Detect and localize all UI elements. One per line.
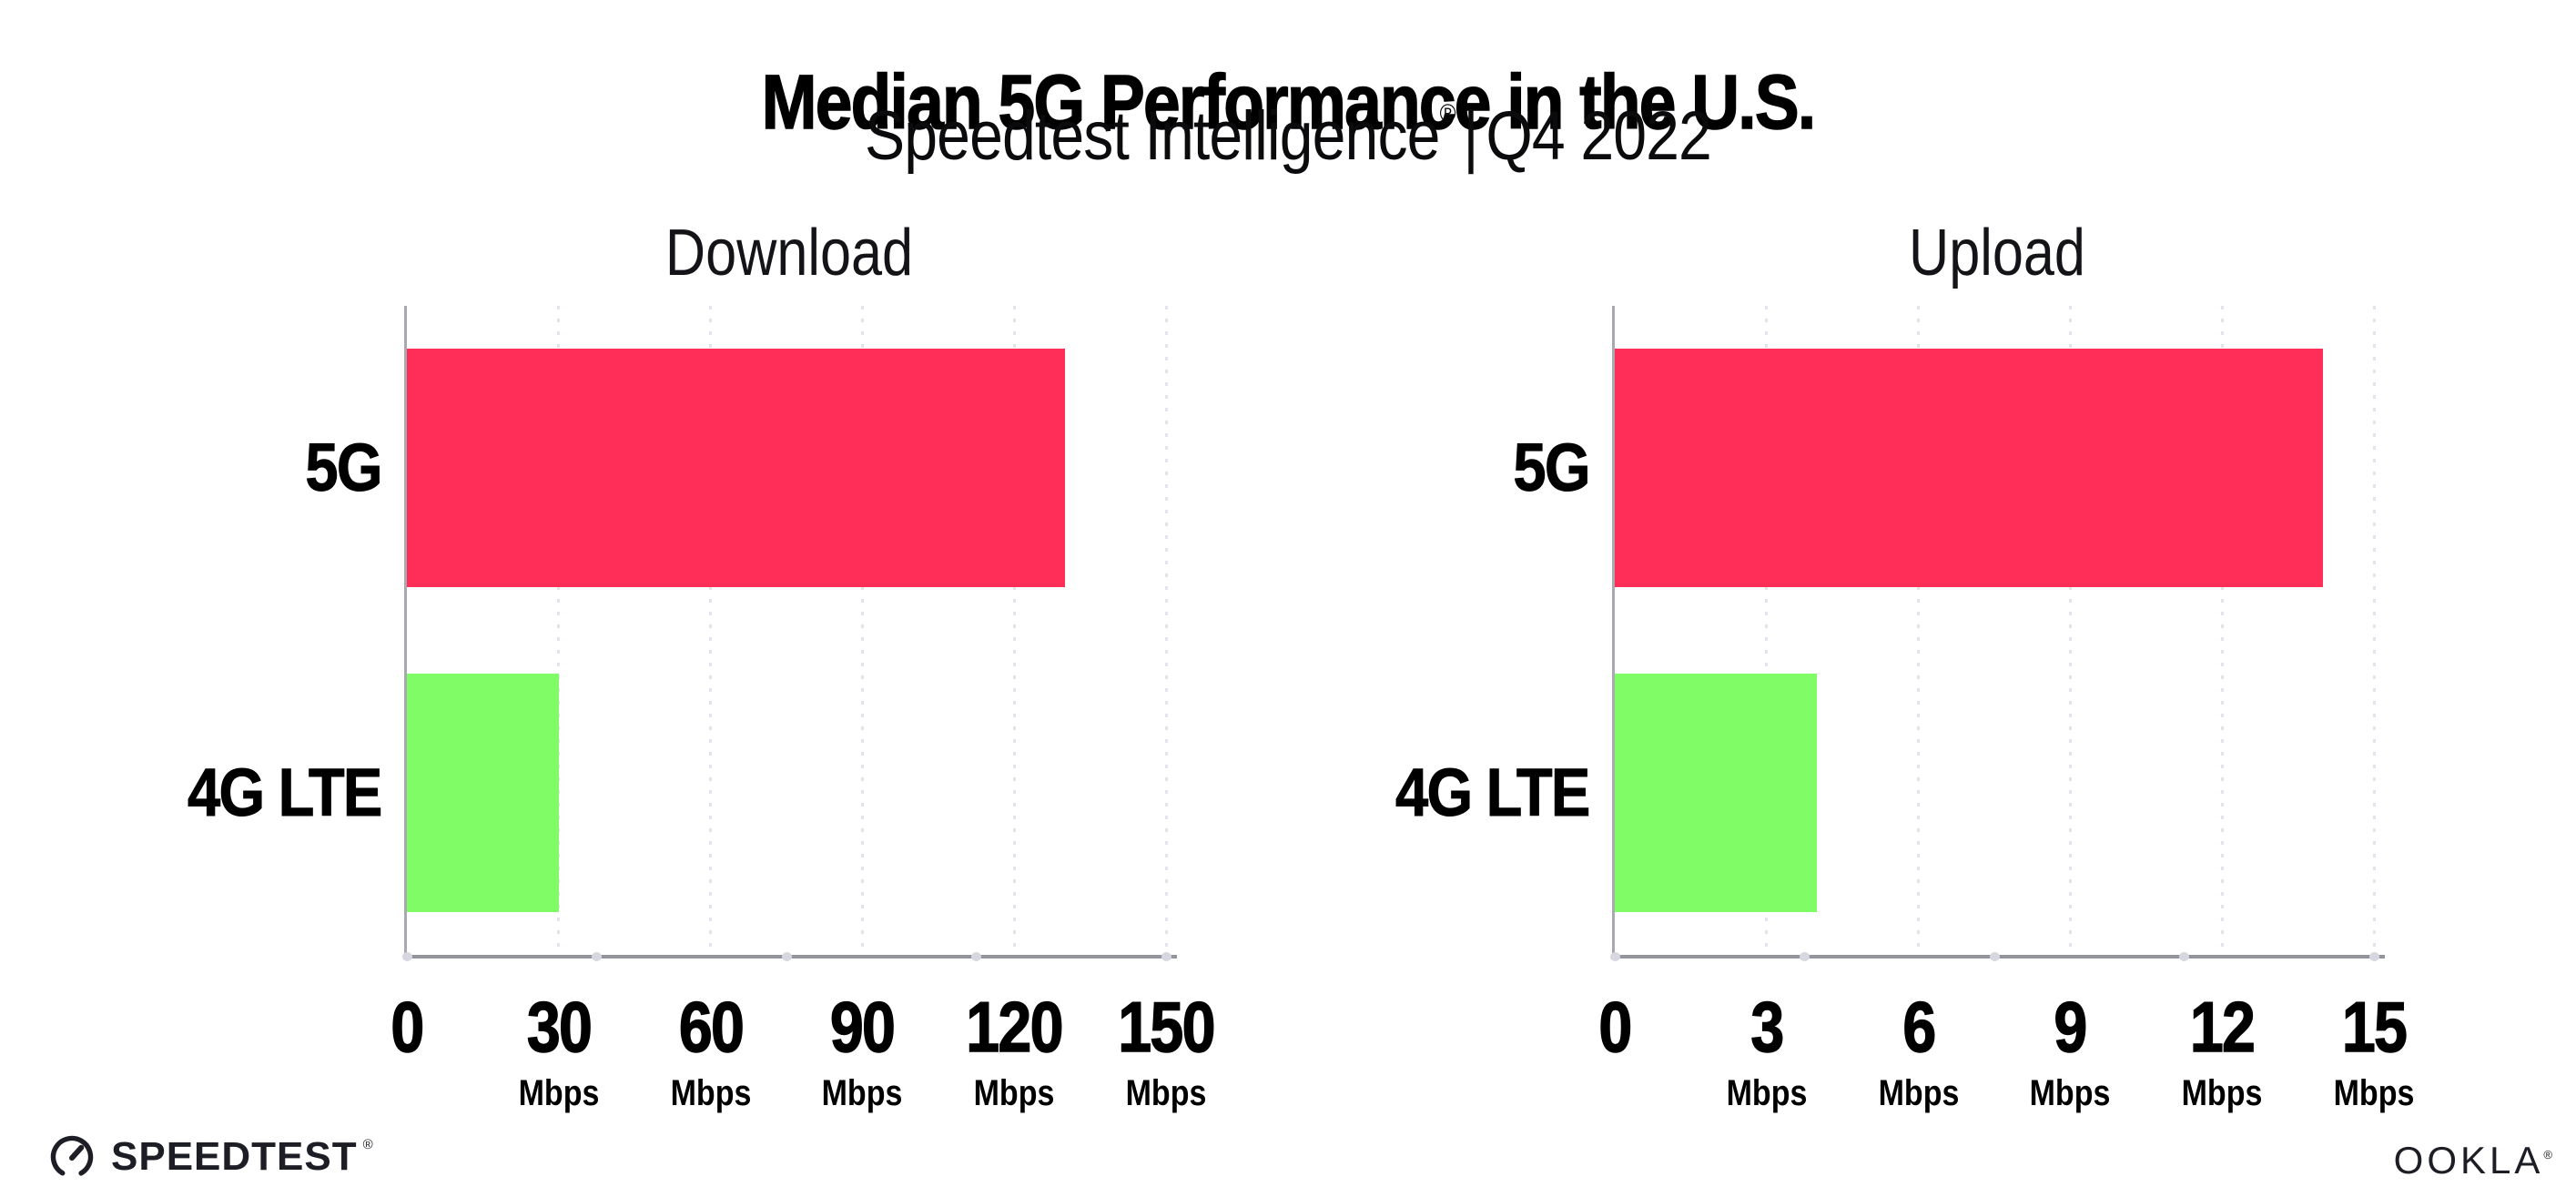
x-axis-tick: 9 Mbps bbox=[2030, 987, 2111, 1113]
speedtest-registered-mark: ® bbox=[362, 1136, 373, 1152]
x-axis-tick: 3 Mbps bbox=[1726, 987, 1808, 1113]
chart-upload: Upload 0 3 Mbps 6 Mbps 9 Mbps 12 Mbps 15 Mbps 5G 4G L… bbox=[1395, 0, 2414, 1197]
x-tick-value: 150 bbox=[1118, 987, 1216, 1067]
x-axis-tick: 90 Mbps bbox=[822, 987, 903, 1113]
x-tick-unit: Mbps bbox=[518, 1073, 600, 1113]
gridline bbox=[1164, 306, 1168, 955]
ookla-wordmark: OOKLA bbox=[2393, 1139, 2544, 1182]
axis-tick-dot bbox=[781, 952, 792, 961]
x-tick-value: 3 bbox=[1750, 987, 1785, 1067]
bar-4g-lte bbox=[1615, 674, 1818, 912]
subtitle-separator: | bbox=[1463, 97, 1478, 175]
x-axis-tick: 60 Mbps bbox=[670, 987, 751, 1113]
gridline bbox=[557, 306, 561, 955]
x-axis-tick: 15 Mbps bbox=[2333, 987, 2415, 1113]
x-tick-unit: Mbps bbox=[2333, 1073, 2415, 1113]
gridline bbox=[1765, 306, 1769, 955]
x-tick-unit: Mbps bbox=[1125, 1073, 1207, 1113]
x-tick-unit: Mbps bbox=[2030, 1073, 2111, 1113]
axis-tick-dot bbox=[1989, 952, 2000, 961]
registered-mark: ® bbox=[1439, 99, 1456, 127]
page-subtitle: Speedtest Intelligence® | Q4 2022 bbox=[167, 98, 2409, 175]
gridline bbox=[2372, 306, 2376, 955]
gridline bbox=[709, 306, 713, 955]
axis-tick-dot bbox=[971, 952, 981, 961]
x-tick-unit: Mbps bbox=[822, 1073, 903, 1113]
y-category-label: 4G LTE bbox=[188, 755, 383, 830]
axis-tick-dot bbox=[2179, 952, 2189, 961]
axis-tick-dot bbox=[1161, 952, 1171, 961]
page-title: Median 5G Performance in the U.S. bbox=[761, 59, 1817, 146]
axis-tick-dot bbox=[1609, 952, 1620, 961]
x-tick-value: 12 bbox=[2189, 987, 2256, 1067]
bar-4g-lte bbox=[407, 674, 559, 912]
gridline bbox=[2068, 306, 2072, 955]
x-axis-tick: 12 Mbps bbox=[2181, 987, 2263, 1113]
gridline bbox=[1012, 306, 1016, 955]
x-tick-value: 0 bbox=[390, 987, 425, 1067]
x-tick-value: 9 bbox=[2054, 987, 2088, 1067]
x-tick-unit: Mbps bbox=[973, 1073, 1055, 1113]
x-tick-value: 0 bbox=[1598, 987, 1633, 1067]
axis-tick-dot bbox=[2368, 952, 2379, 961]
chart-subtitle-download: Download bbox=[664, 217, 914, 289]
speedtest-wordmark: SPEEDTEST bbox=[111, 1134, 358, 1179]
plot-area: 0 30 Mbps 60 Mbps 90 Mbps 120 Mbps 150 Mbps 5G 4G LT… bbox=[188, 306, 1216, 1111]
x-tick-unit: Mbps bbox=[1726, 1073, 1808, 1113]
chart-subtitle-upload: Upload bbox=[1909, 217, 2085, 289]
x-tick-value: 15 bbox=[2341, 987, 2408, 1067]
bar-5g bbox=[1615, 349, 2324, 587]
x-tick-value: 120 bbox=[966, 987, 1064, 1067]
ookla-logo: OOKLA® bbox=[2394, 1141, 2552, 1180]
gridline bbox=[1917, 306, 1921, 955]
x-axis-tick: 120 Mbps bbox=[966, 987, 1064, 1113]
ookla-registered-mark: ® bbox=[2543, 1148, 2552, 1161]
y-category-label: 5G bbox=[305, 430, 383, 505]
x-axis-tick: 150 Mbps bbox=[1118, 987, 1216, 1113]
plot-area: 0 3 Mbps 6 Mbps 9 Mbps 12 Mbps 15 Mbps 5G 4G LTE bbox=[1395, 306, 2414, 1111]
x-tick-value: 60 bbox=[678, 987, 745, 1067]
x-axis-tick: 0 bbox=[390, 987, 425, 1067]
x-axis-tick: 0 bbox=[1598, 987, 1633, 1067]
axis-tick-dot bbox=[401, 952, 412, 961]
x-tick-value: 6 bbox=[1902, 987, 1936, 1067]
gridline bbox=[2220, 306, 2224, 955]
x-axis-tick: 6 Mbps bbox=[1878, 987, 1959, 1113]
axis-tick-dot bbox=[1800, 952, 1810, 961]
subtitle-period: Q4 2022 bbox=[1486, 97, 1711, 175]
speedtest-logo: SPEEDTEST ® bbox=[47, 1132, 373, 1182]
chart-download: Download 0 30 Mbps 60 Mbps 90 Mbps 120 Mbps 150 Mbp… bbox=[188, 0, 1216, 1197]
y-category-label: 4G LTE bbox=[1395, 755, 1591, 830]
gridline bbox=[860, 306, 864, 955]
subtitle-brand: Speedtest Intelligence bbox=[865, 97, 1440, 175]
x-tick-value: 90 bbox=[830, 987, 897, 1067]
speedtest-gauge-icon bbox=[47, 1132, 96, 1182]
y-category-label: 5G bbox=[1513, 430, 1591, 505]
x-tick-unit: Mbps bbox=[2181, 1073, 2263, 1113]
x-tick-unit: Mbps bbox=[670, 1073, 751, 1113]
x-tick-unit: Mbps bbox=[1878, 1073, 1959, 1113]
x-axis-tick: 30 Mbps bbox=[518, 987, 600, 1113]
x-tick-value: 30 bbox=[526, 987, 593, 1067]
axis-tick-dot bbox=[592, 952, 602, 961]
bar-5g bbox=[407, 349, 1065, 587]
